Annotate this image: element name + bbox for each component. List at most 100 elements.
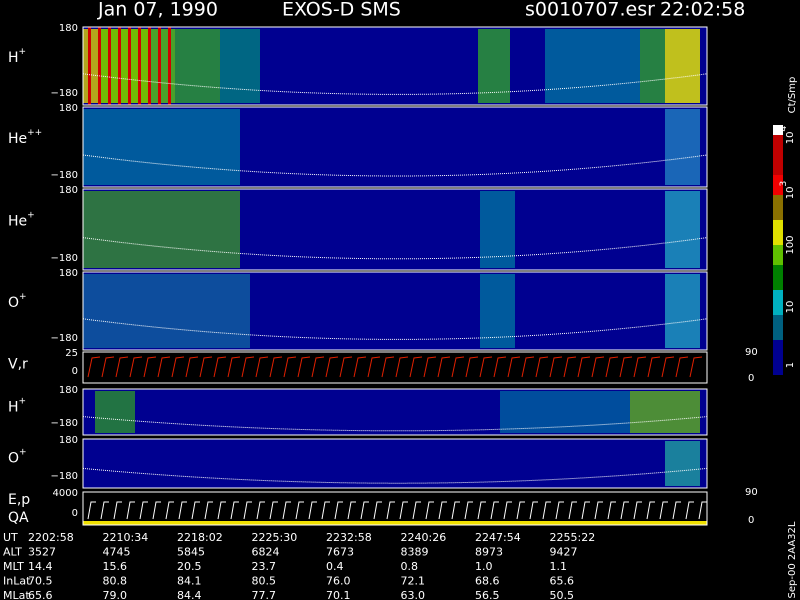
panel-band xyxy=(83,274,250,348)
vr-trace xyxy=(647,356,661,378)
colorbar-tick-label: 103 xyxy=(779,181,797,199)
table-cell: 80.5 xyxy=(252,575,277,588)
trajectory xyxy=(82,73,708,95)
ep-trace xyxy=(113,501,122,520)
vr-trace xyxy=(563,356,577,378)
ep-trace xyxy=(269,501,278,520)
vr-trace xyxy=(493,356,507,378)
ep-trace xyxy=(503,501,512,520)
trajectory xyxy=(82,467,708,484)
vr-trace xyxy=(255,356,269,378)
table-cell: 14.4 xyxy=(28,560,53,573)
y-tick-label: 25 xyxy=(65,348,78,359)
panel-band xyxy=(480,274,515,348)
vr-trace xyxy=(675,356,689,378)
vr-trace xyxy=(157,356,171,378)
y-tick-label: 180 xyxy=(59,385,78,396)
table-cell: 2247:54 xyxy=(475,531,521,544)
panel-frame xyxy=(82,271,708,351)
table-cell: 5845 xyxy=(177,546,205,559)
ep-trace xyxy=(542,501,551,520)
table-cell: 2240:26 xyxy=(401,531,447,544)
table-cell: 0.4 xyxy=(326,560,344,573)
panel-stripe xyxy=(138,27,141,105)
panel-band xyxy=(665,109,700,185)
ep-trace xyxy=(256,501,265,520)
ep-trace xyxy=(451,501,460,520)
colorbar-tick-label: 104 xyxy=(779,126,797,145)
vr-trace xyxy=(409,356,423,378)
y-tick-label: 180 xyxy=(59,185,78,196)
y2-tick-label: 0 xyxy=(748,373,754,384)
ep-trace xyxy=(347,501,356,520)
ep-trace xyxy=(685,501,694,520)
vr-trace xyxy=(129,356,143,378)
ep-trace xyxy=(152,501,161,520)
vr-trace xyxy=(395,356,409,378)
label-sup: + xyxy=(27,210,35,220)
table-cell: 70.5 xyxy=(28,575,53,588)
ep-trace xyxy=(555,501,564,520)
panel-stripe xyxy=(168,27,171,105)
table-cell: 2232:58 xyxy=(326,531,372,544)
panel-stripe xyxy=(148,27,151,105)
vr-trace xyxy=(437,356,451,378)
table-row-label: ALT xyxy=(3,546,22,559)
table-cell: 65.6 xyxy=(28,589,53,600)
vr-trace xyxy=(199,356,213,378)
panel-frame xyxy=(82,351,708,384)
panel-band xyxy=(95,391,135,433)
panel-frame xyxy=(82,438,708,489)
y-tick-label: 180 xyxy=(59,435,78,446)
ep-trace xyxy=(438,501,447,520)
table-cell: 1.0 xyxy=(475,560,493,573)
qa-bar xyxy=(83,521,707,525)
label-base: E,p xyxy=(8,492,30,508)
table-row-label: InLat xyxy=(3,575,31,588)
vr-trace xyxy=(605,356,619,378)
vr-trace xyxy=(633,356,647,378)
y-tick-label: −180 xyxy=(51,471,78,482)
vr-trace xyxy=(381,356,395,378)
ep-trace xyxy=(529,501,538,520)
ep-trace xyxy=(516,501,525,520)
table-cell: 2225:30 xyxy=(252,531,298,544)
trajectory xyxy=(82,154,708,177)
vr-trace xyxy=(325,356,339,378)
label-base: He xyxy=(8,213,27,229)
panel-label: QA xyxy=(8,510,29,526)
table-cell: 0.8 xyxy=(401,560,419,573)
panel-band xyxy=(100,29,150,103)
label-base: O xyxy=(8,295,19,311)
ep-trace xyxy=(87,501,96,520)
label-base: H xyxy=(8,399,19,415)
table-cell: 15.6 xyxy=(103,560,128,573)
y-tick-label: 180 xyxy=(59,23,78,34)
ep-trace xyxy=(698,501,707,520)
ep-trace xyxy=(568,501,577,520)
ep-trace xyxy=(295,501,304,520)
time: 22:02:58 xyxy=(660,0,745,21)
label-base: 1 xyxy=(785,362,796,368)
table-row-label: MLat xyxy=(3,589,30,600)
ep-trace xyxy=(490,501,499,520)
table-cell: 63.0 xyxy=(401,589,426,600)
instrument: EXOS-D SMS xyxy=(282,0,401,21)
y2-tick-label: 0 xyxy=(748,515,754,526)
table-cell: 76.0 xyxy=(326,575,351,588)
file: s0010707.esr xyxy=(525,0,655,21)
y2-tick-label: 90 xyxy=(745,347,758,358)
vr-trace xyxy=(451,356,465,378)
label-sup: + xyxy=(19,447,27,457)
label-base: V,r xyxy=(8,356,28,372)
vr-trace xyxy=(87,356,101,378)
panel-band xyxy=(665,441,700,486)
vr-trace xyxy=(311,356,325,378)
table-cell: 2218:02 xyxy=(177,531,223,544)
colorbar-tick-label: 100 xyxy=(785,235,796,254)
y-tick-label: 0 xyxy=(72,366,78,377)
panel-stripe xyxy=(88,27,91,105)
vr-trace xyxy=(521,356,535,378)
